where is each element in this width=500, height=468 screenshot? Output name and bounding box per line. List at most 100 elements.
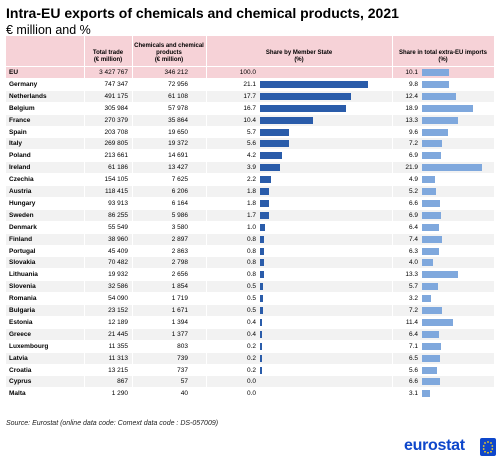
row-share-label: 1.8 [246, 188, 256, 195]
row-total-trade: 203 708 [104, 128, 129, 136]
table-row: Denmark 55 549 3 580 1.0 6.4 [6, 222, 494, 233]
header-total-trade-label: Total trade (€ million) [92, 50, 124, 63]
row-total-trade: 54 090 [108, 295, 128, 303]
extra-share-bar [422, 283, 438, 291]
extra-share-bar [422, 307, 442, 314]
row-share-label: 0.4 [246, 318, 256, 326]
row-extra-label: 6.6 [408, 378, 418, 386]
row-name: Germany [9, 80, 38, 88]
table-row: Belgium 305 984 57 978 16.7 18.9 [6, 103, 494, 114]
row-chemicals: 6 206 [171, 188, 188, 195]
extra-share-bar [422, 390, 431, 398]
row-extra-label: 7.4 [408, 235, 418, 243]
row-name: Lithuania [9, 271, 38, 279]
extra-share-bar [422, 318, 453, 326]
share-bar [260, 330, 263, 338]
table-row: Estonia 12 189 1 394 0.4 11.4 [6, 317, 494, 328]
extra-share-bar [422, 199, 440, 207]
row-name: Slovakia [9, 259, 36, 267]
row-total-trade: 270 379 [104, 116, 129, 124]
share-bar [260, 92, 351, 100]
header-chemicals: Chemicals and chemical products (€ million… [132, 36, 206, 66]
row-name: Estonia [9, 318, 33, 326]
row-total-trade: 93 913 [108, 199, 128, 207]
row-share-label: 0.2 [246, 366, 256, 374]
table-row: France 270 379 35 864 10.4 13.3 [6, 114, 494, 126]
table-row: Sweden 86 255 5 986 1.7 6.9 [6, 209, 494, 221]
share-bar [260, 80, 369, 88]
extra-share-bar [422, 176, 436, 184]
share-bar [260, 176, 272, 184]
extra-share-bar [422, 140, 442, 148]
row-name: Netherlands [9, 92, 47, 100]
extra-share-bar [422, 378, 440, 386]
row-extra-label: 4.0 [408, 259, 418, 267]
column-separator [84, 36, 85, 416]
row-share-label: 0.5 [246, 295, 256, 303]
table-row: Czechia 154 105 7 625 2.2 4.9 [6, 174, 494, 185]
share-bar [260, 116, 314, 124]
row-name: Luxembourg [9, 342, 49, 350]
row-extra-label: 12.4 [405, 92, 418, 100]
row-share-label: 0.5 [246, 307, 256, 314]
row-name: Bulgaria [9, 307, 36, 314]
row-extra-label: 6.5 [408, 354, 418, 362]
extra-share-bar [422, 247, 440, 255]
share-bar [260, 104, 346, 112]
row-extra-label: 7.1 [408, 342, 418, 350]
row-total-trade: 38 960 [108, 235, 128, 243]
header-name-col [6, 36, 84, 66]
extra-share-bar [422, 223, 440, 231]
extra-share-bar [422, 116, 459, 124]
row-total-trade: 32 586 [108, 283, 128, 291]
row-name: Greece [9, 330, 32, 338]
extra-share-bar [422, 152, 441, 160]
row-share-label: 17.7 [243, 92, 256, 100]
row-extra-label: 6.9 [408, 211, 418, 219]
row-extra-label: 5.7 [408, 283, 418, 291]
row-share-label: 0.0 [246, 390, 256, 398]
share-bar [260, 307, 263, 314]
row-chemicals: 2 656 [171, 271, 188, 279]
table-row: Italy 269 805 19 372 5.6 7.2 [6, 138, 494, 150]
share-bar [260, 295, 263, 303]
row-chemicals: 72 956 [168, 80, 188, 88]
share-bar [260, 140, 289, 148]
row-extra-label: 9.6 [408, 128, 418, 136]
row-chemicals: 3 580 [171, 223, 188, 231]
row-chemicals: 61 108 [168, 92, 188, 100]
table-row: Spain 203 708 19 650 5.7 9.6 [6, 127, 494, 138]
row-extra-label: 3.1 [408, 390, 418, 398]
row-name: Poland [9, 152, 31, 160]
row-share-label: 5.7 [246, 128, 256, 136]
row-chemicals: 35 864 [168, 116, 188, 124]
row-chemicals: 1 377 [171, 330, 188, 338]
row-total-trade: 213 661 [104, 152, 129, 160]
row-total-trade: 491 175 [104, 92, 129, 100]
extra-share-bar [422, 211, 441, 219]
share-bar [260, 164, 280, 172]
row-chemicals: 346 212 [164, 69, 189, 76]
source-note: Source: Eurostat (online data code: Come… [6, 420, 219, 427]
row-total-trade: 11 355 [108, 342, 128, 350]
row-share-label: 0.2 [246, 354, 256, 362]
row-chemicals: 2 897 [171, 235, 188, 243]
row-chemicals: 803 [177, 342, 188, 350]
row-chemicals: 1 394 [171, 318, 188, 326]
row-chemicals: 1 719 [171, 295, 188, 303]
eu-total-row: EU 3 427 767 346 212 100.0 10.1 [6, 67, 494, 78]
table-row: Croatia 13 215 737 0.2 5.6 [6, 365, 494, 376]
table-row: Greece 21 445 1 377 0.4 6.4 [6, 328, 494, 340]
table-row: Luxembourg 11 355 803 0.2 7.1 [6, 341, 494, 352]
row-total-trade: 12 189 [108, 318, 128, 326]
row-share-label: 0.8 [246, 259, 256, 267]
share-bar [260, 152, 282, 160]
extra-share-bar [422, 80, 449, 88]
row-name: Latvia [9, 354, 28, 362]
table-row: Lithuania 19 932 2 656 0.8 13.3 [6, 269, 494, 280]
header-chemicals-label: Chemicals and chemical products (€ million… [134, 43, 204, 63]
table-row: Portugal 45 409 2 863 0.8 6.3 [6, 246, 494, 257]
row-name: Croatia [9, 366, 32, 374]
row-total-trade: 154 105 [104, 176, 129, 184]
row-extra-label: 5.6 [408, 366, 418, 374]
